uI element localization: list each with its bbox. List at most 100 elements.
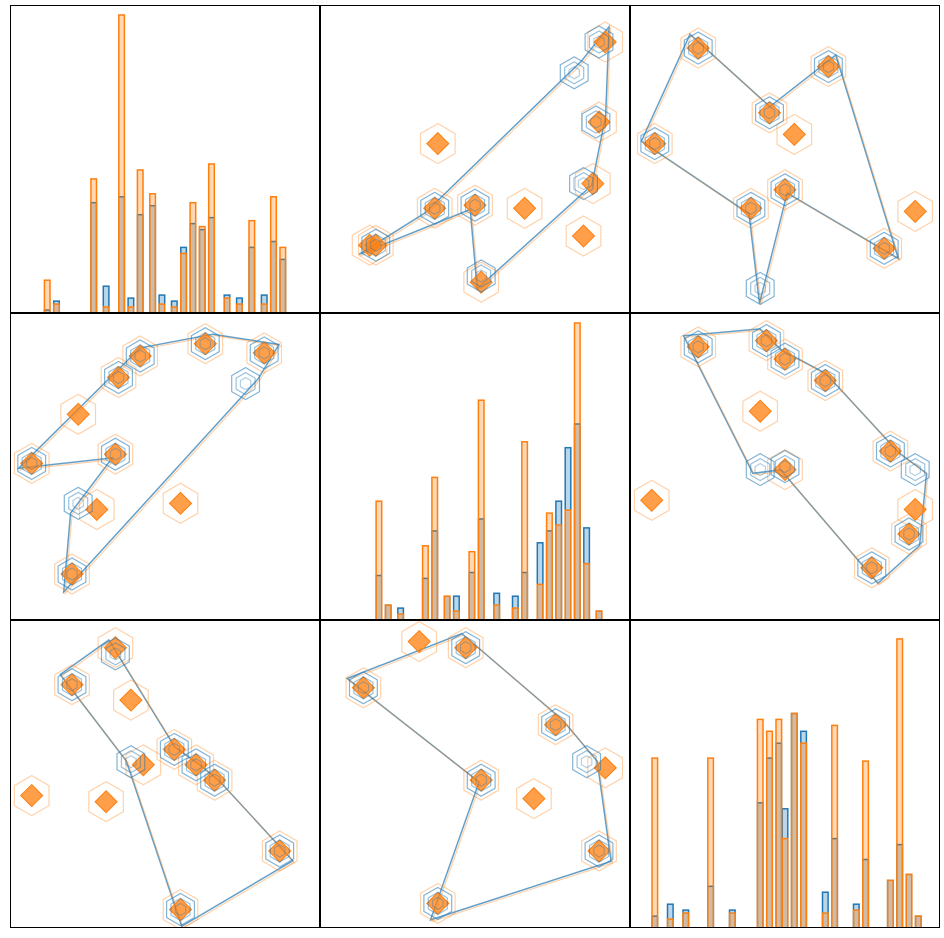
hist-bar-orange	[564, 509, 572, 620]
density-contour-orange	[88, 781, 124, 823]
hist-bar-orange	[136, 169, 144, 313]
hist-bar-orange	[886, 879, 894, 928]
density-contour-blue	[116, 745, 146, 779]
hist-bar-orange	[781, 837, 789, 928]
density-contour-blue	[108, 365, 129, 390]
scatter-point-orange	[543, 713, 568, 737]
hist-bar-orange	[573, 322, 581, 620]
panel-row2-col2	[320, 313, 630, 620]
density-contour-orange	[178, 744, 214, 786]
density-contour-blue	[235, 371, 256, 396]
density-contour-blue	[428, 201, 441, 215]
density-contour-blue	[109, 447, 122, 461]
hist-bar-orange	[707, 757, 715, 928]
density-contour-blue	[875, 434, 905, 468]
panel-row1-col1	[10, 5, 320, 313]
density-contour-blue	[365, 233, 386, 257]
density-contour-orange	[680, 27, 717, 69]
density-contour-orange	[13, 442, 50, 485]
hist-bar-orange	[118, 14, 126, 313]
density-contour-blue	[564, 61, 585, 85]
density-contour-blue	[750, 457, 771, 482]
density-contour-orange	[574, 162, 611, 205]
density-contour-blue	[258, 346, 270, 360]
scatter-point-orange	[748, 399, 772, 423]
density-contour-blue	[105, 642, 126, 666]
hist-bar-orange	[189, 201, 197, 313]
density-contour-blue	[68, 491, 89, 515]
density-contour-blue	[750, 276, 771, 301]
density-contour-blue	[466, 763, 496, 797]
scatter-point-orange	[103, 636, 128, 660]
hist-bar-orange	[90, 178, 98, 313]
density-contour-orange	[581, 830, 617, 872]
hist-bar-orange	[493, 604, 501, 620]
hist-bar-orange	[207, 163, 216, 313]
density-contour-blue	[755, 96, 784, 130]
density-contour-orange	[246, 332, 283, 374]
density-contour-blue	[170, 897, 191, 922]
density-contour-blue	[475, 773, 487, 787]
panel-row3-col3	[630, 620, 940, 928]
density-contour-blue	[357, 681, 370, 695]
density-contour-blue	[754, 281, 766, 296]
scatter-point-orange	[168, 491, 193, 516]
scatter-point-orange	[351, 676, 376, 700]
density-contour-orange	[680, 326, 717, 368]
scatter-point-orange	[571, 224, 596, 248]
density-contour-blue	[181, 748, 211, 782]
density-contour-blue	[451, 631, 481, 665]
scatter-point-orange	[202, 768, 227, 792]
density-contour-orange	[463, 261, 500, 303]
density-contour-blue	[471, 768, 492, 792]
density-contour-orange	[866, 227, 903, 269]
density-contour-blue	[100, 437, 130, 471]
scatter-point-orange	[512, 196, 537, 220]
density-contour-blue	[745, 271, 775, 306]
density-contour-orange	[767, 169, 803, 211]
density-contour-blue	[866, 561, 878, 575]
scatter-point-orange	[773, 178, 797, 202]
scatter-point-orange	[903, 199, 927, 224]
density-contour-blue	[884, 444, 897, 458]
density-contour-blue	[541, 708, 571, 742]
hist-bar-orange	[914, 915, 922, 928]
density-contour-orange	[196, 759, 233, 801]
density-contour-blue	[573, 171, 594, 196]
scatter-point-orange	[773, 457, 797, 482]
density-contour-blue	[100, 637, 130, 671]
density-contour-blue	[692, 41, 704, 55]
density-contour-orange	[54, 553, 90, 595]
density-contour-blue	[869, 231, 899, 265]
hist-bar-orange	[545, 512, 553, 620]
density-contour-blue	[469, 198, 481, 212]
scatter-point-orange	[103, 442, 128, 466]
density-envelope-blue	[345, 632, 612, 922]
density-contour-blue	[427, 891, 448, 916]
density-contour-blue	[581, 105, 611, 139]
density-contour-blue	[190, 758, 202, 772]
hist-bar-orange	[158, 303, 166, 313]
density-contour-blue	[818, 54, 839, 79]
density-contour-orange	[122, 335, 159, 377]
density-contour-blue	[759, 101, 780, 125]
density-contour-blue	[909, 462, 921, 477]
density-contour-orange	[853, 547, 890, 589]
hist-bar-orange	[260, 303, 268, 313]
scatter-point-orange	[131, 753, 156, 777]
density-contour-blue	[120, 750, 141, 774]
density-contour-blue	[420, 191, 450, 225]
scatter-point-orange	[469, 768, 493, 792]
density-contour-orange	[872, 430, 909, 472]
density-contour-blue	[125, 755, 137, 769]
density-contour-blue	[774, 454, 796, 479]
hist-bar-orange	[421, 545, 429, 620]
density-contour-blue	[815, 368, 836, 393]
density-contour-blue	[17, 446, 47, 481]
panel-frame	[10, 5, 320, 313]
density-contour-orange	[78, 488, 115, 531]
scatter-point-orange	[463, 193, 487, 217]
hist-bar-orange	[555, 524, 563, 620]
hist-bar-blue	[102, 285, 110, 313]
density-contour-orange	[810, 45, 847, 88]
